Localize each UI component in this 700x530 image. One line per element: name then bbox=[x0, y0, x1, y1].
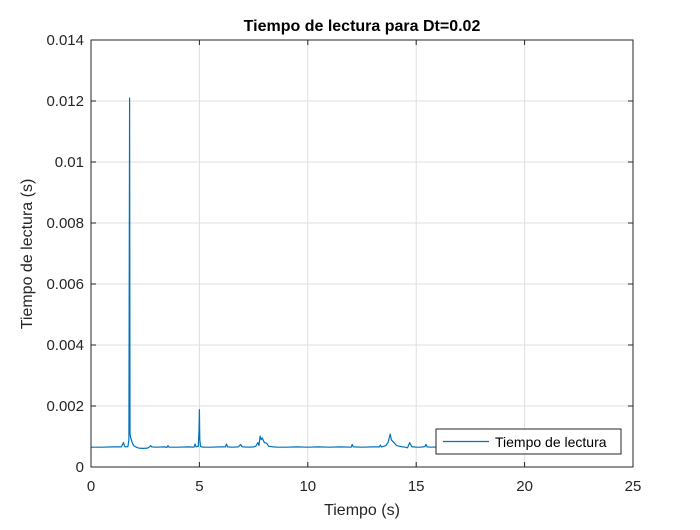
x-tick-label: 5 bbox=[195, 478, 203, 495]
x-tick-label: 20 bbox=[516, 478, 533, 495]
legend-label: Tiempo de lectura bbox=[495, 434, 607, 450]
y-tick-label: 0.006 bbox=[46, 276, 84, 293]
y-tick-label: 0.004 bbox=[46, 337, 84, 354]
x-tick-label: 0 bbox=[87, 478, 95, 495]
y-tick-label: 0 bbox=[76, 459, 84, 476]
y-tick-label: 0.012 bbox=[46, 93, 84, 110]
x-axis-label: Tiempo (s) bbox=[324, 502, 400, 519]
y-axis-label: Tiempo de lectura (s) bbox=[19, 179, 36, 330]
plot-area bbox=[91, 40, 633, 467]
y-tick-label: 0.01 bbox=[55, 154, 84, 171]
x-tick-label: 10 bbox=[299, 478, 316, 495]
y-tick-label: 0.002 bbox=[46, 398, 84, 415]
series-line-0 bbox=[91, 97, 443, 449]
y-tick-label: 0.008 bbox=[46, 215, 84, 232]
plot-border bbox=[90, 39, 634, 468]
x-tick-label: 15 bbox=[408, 478, 425, 495]
legend: Tiempo de lectura bbox=[435, 428, 622, 455]
series-layer bbox=[91, 97, 443, 449]
chart-title: Tiempo de lectura para Dt=0.02 bbox=[244, 18, 481, 35]
x-tick-label: 25 bbox=[625, 478, 642, 495]
y-tick-label: 0.014 bbox=[46, 32, 84, 49]
axis-ticks: 0 5 10 15 20 25 0 0.002 0.004 0.006 0.008 0.01 0.012… bbox=[46, 32, 641, 495]
grid bbox=[91, 40, 633, 467]
